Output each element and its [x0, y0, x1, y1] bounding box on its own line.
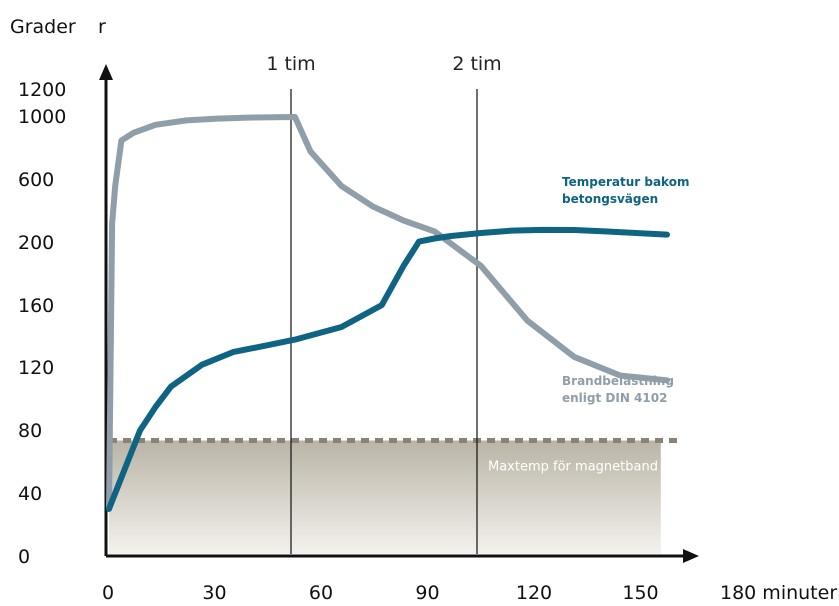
series-line-1: [106, 114, 670, 512]
y-tick-labels: 1200 1000 600 200 160 120 80 40 0: [18, 79, 66, 568]
max-temp-band: Maxtemp för magnetband: [109, 438, 680, 554]
y-axis-header-1: Grader: [10, 16, 76, 38]
x-axis-arrow: [683, 549, 699, 563]
series-labels: Brandbelastning enligt DIN 4102 Temperatur…: [562, 175, 689, 405]
series-line-2: [106, 226, 670, 512]
series: [106, 114, 670, 512]
y-tick-label: 80: [18, 420, 42, 442]
y-tick-label: 120: [18, 357, 54, 379]
axes: [99, 64, 699, 563]
y-tick-label: 600: [18, 169, 54, 191]
series-label-1: Brandbelastning: [562, 374, 674, 388]
time-markers: 1 tim 2 tim: [266, 53, 502, 554]
y-tick-label: 200: [18, 232, 54, 254]
series-label-1: enligt DIN 4102: [562, 391, 667, 405]
x-tick-label: 30: [202, 582, 226, 604]
y-axis-header-2: r: [98, 16, 106, 38]
x-tick-label: 0: [102, 582, 114, 604]
marker-label-2: 2 tim: [452, 53, 501, 75]
y-axis-header: Grader r: [10, 16, 106, 38]
x-tick-label: 120: [516, 582, 552, 604]
x-tick-label: 60: [309, 582, 333, 604]
y-tick-label: 160: [18, 295, 54, 317]
series-label-2: betongsvägen: [562, 192, 658, 206]
y-tick-label: 1000: [18, 106, 66, 128]
y-tick-label: 40: [18, 483, 42, 505]
y-tick-label: 1200: [18, 79, 66, 101]
max-temp-band-label: Maxtemp för magnetband: [488, 460, 658, 475]
x-tick-labels: 0 30 60 90 120 150 180 minuter: [102, 582, 837, 604]
max-temp-band-fill: [109, 440, 661, 554]
series-label-2: Temperatur bakom: [562, 175, 689, 189]
marker-label-1: 1 tim: [266, 53, 315, 75]
x-tick-label: 180 minuter: [720, 582, 837, 604]
y-tick-label: 0: [18, 546, 30, 568]
x-tick-label: 150: [622, 582, 658, 604]
y-axis-arrow: [99, 64, 113, 80]
x-tick-label: 90: [415, 582, 439, 604]
